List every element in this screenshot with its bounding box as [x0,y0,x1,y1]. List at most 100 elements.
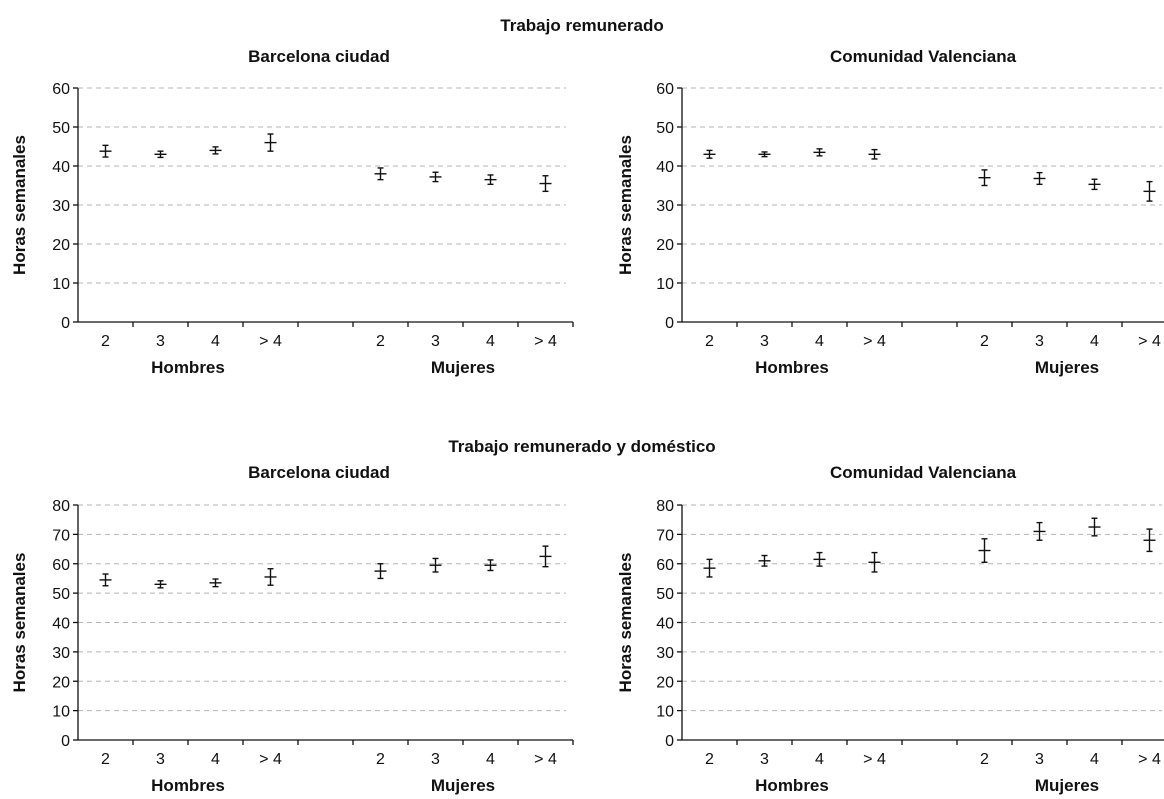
x-tick-label: 4 [815,333,824,350]
x-tick-label: 3 [1035,333,1044,350]
y-tick-label: 10 [52,704,70,721]
x-tick-label: 3 [1035,751,1044,768]
panel-title: Barcelona ciudad [248,463,390,482]
x-tick-label: 3 [431,333,440,350]
y-tick-label: 20 [52,237,70,254]
data-point-hombres-2 [758,554,771,567]
group-label-hombres: Hombres [151,776,225,795]
x-tick-label: 3 [431,751,440,768]
data-point-mujeres-1 [978,538,991,563]
x-tick-label: 4 [1090,751,1099,768]
y-tick-label: 80 [52,498,70,515]
y-tick-label: 40 [52,616,70,633]
y-tick-label: 10 [52,276,70,293]
group-label-hombres: Hombres [151,358,225,377]
chart-panel-4: Comunidad Valenciana 0 10 20 30 40 50 60 70 80 Hor… [616,463,1164,795]
y-axis-label: Horas semanales [616,135,635,275]
y-tick-label: 50 [52,120,70,137]
x-tick-label: 4 [211,333,220,350]
panel-title: Barcelona ciudad [248,47,390,66]
section-title-top: Trabajo remunerado [500,16,664,35]
x-tick-label: 2 [705,333,714,350]
x-tick-label: 2 [376,751,385,768]
y-tick-label: 70 [656,527,674,544]
y-tick-label: 0 [665,315,674,332]
data-point-mujeres-2 [1033,171,1046,186]
x-tick-label: 2 [705,751,714,768]
x-tick-label: > 4 [259,333,282,350]
y-tick-label: 0 [61,315,70,332]
data-point-hombres-3 [209,146,222,155]
data-point-hombres-3 [209,578,222,588]
x-tick-label: 3 [760,333,769,350]
y-tick-label: 60 [52,557,70,574]
data-point-hombres-1 [703,149,716,159]
y-tick-label: 40 [52,159,70,176]
y-tick-label: 30 [656,198,674,215]
y-tick-label: 50 [656,120,674,137]
chart-panel-1: Barcelona ciudad 0 10 20 30 40 50 60 Horas seman… [10,47,574,377]
data-point-hombres-4 [264,133,277,152]
y-tick-label: 40 [656,159,674,176]
data-point-mujeres-3 [484,559,497,572]
data-point-hombres-1 [99,144,112,158]
x-tick-label: > 4 [259,751,282,768]
group-label-mujeres: Mujeres [1035,776,1099,795]
group-label-mujeres: Mujeres [1035,358,1099,377]
y-axis-label: Horas semanales [616,553,635,693]
x-tick-label: > 4 [1138,751,1161,768]
section-title-bottom: Trabajo remunerado y doméstico [448,437,716,456]
x-tick-label: > 4 [863,751,886,768]
y-tick-label: 20 [52,674,70,691]
panel-title: Comunidad Valenciana [830,463,1017,482]
y-tick-label: 40 [656,616,674,633]
data-point-hombres-2 [154,150,167,159]
x-tick-label: 3 [156,751,165,768]
data-point-hombres-1 [99,573,112,587]
x-tick-label: 4 [486,751,495,768]
data-point-hombres-4 [868,148,881,160]
group-label-mujeres: Mujeres [431,358,495,377]
x-tick-label: 3 [156,333,165,350]
y-tick-label: 50 [52,586,70,603]
x-tick-label: 4 [1090,333,1099,350]
x-tick-label: 2 [376,333,385,350]
x-tick-label: 4 [815,751,824,768]
data-point-hombres-4 [264,568,277,586]
data-point-mujeres-3 [484,174,497,186]
data-point-hombres-2 [154,580,167,589]
x-tick-label: 4 [486,333,495,350]
data-point-hombres-4 [868,551,881,573]
x-tick-label: 2 [980,751,989,768]
y-tick-label: 10 [656,276,674,293]
x-tick-label: > 4 [534,333,557,350]
data-point-mujeres-4 [539,175,552,193]
y-tick-label: 20 [656,237,674,254]
x-tick-label: 3 [760,751,769,768]
data-point-hombres-1 [703,558,716,578]
y-axis-label: Horas semanales [10,135,29,275]
data-point-mujeres-4 [1143,528,1156,553]
y-tick-label: 0 [665,733,674,750]
y-tick-label: 70 [52,527,70,544]
y-axis-label: Horas semanales [10,553,29,693]
data-point-mujeres-4 [1143,180,1156,202]
data-point-hombres-3 [813,148,826,157]
y-tick-label: 30 [656,645,674,662]
chart-panel-2: Comunidad Valenciana 0 10 20 30 40 50 60 Horas s… [616,47,1164,377]
group-label-mujeres: Mujeres [431,776,495,795]
group-label-hombres: Hombres [755,776,829,795]
x-tick-label: > 4 [534,751,557,768]
data-point-mujeres-1 [374,563,387,580]
x-tick-label: 4 [211,751,220,768]
data-point-mujeres-3 [1088,178,1101,191]
y-tick-label: 60 [52,81,70,98]
panel-title: Comunidad Valenciana [830,47,1017,66]
data-point-mujeres-1 [978,169,991,187]
x-tick-label: 2 [980,333,989,350]
data-point-mujeres-2 [1033,521,1046,541]
x-tick-label: 2 [101,333,110,350]
x-tick-label: 2 [101,751,110,768]
y-tick-label: 0 [61,733,70,750]
